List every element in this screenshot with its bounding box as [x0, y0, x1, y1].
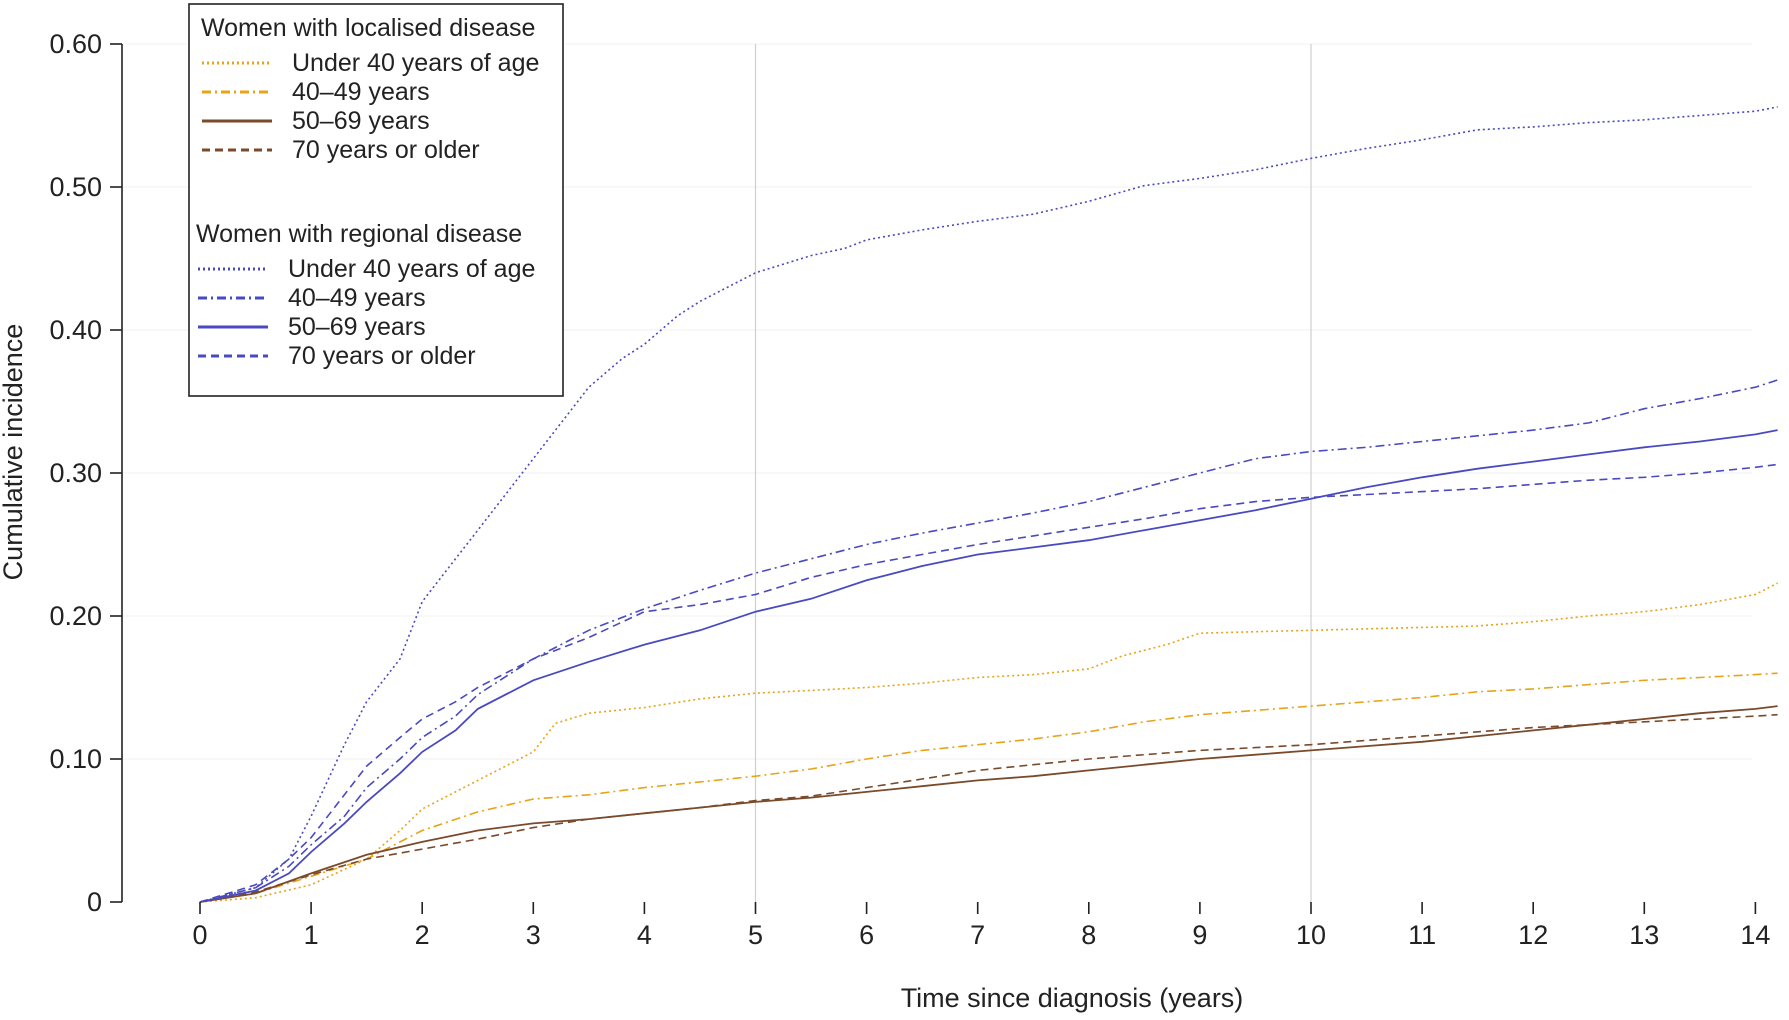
legend-box	[188, 3, 564, 397]
legend-entry-label: Under 40 years of age	[288, 255, 535, 283]
y-tick-label: 0.60	[49, 29, 102, 59]
x-tick-label: 4	[637, 920, 652, 950]
x-tick-label: 9	[1192, 920, 1207, 950]
series-line-1	[199, 672, 1778, 903]
legend-entry-label: 70 years or older	[292, 136, 480, 164]
legend-entry-label: 50–69 years	[292, 107, 430, 135]
y-tick-label: 0.10	[49, 744, 102, 774]
series-lines	[199, 106, 1778, 903]
x-tick-label: 7	[970, 920, 985, 950]
y-tick-label: 0.50	[49, 172, 102, 202]
y-tick-label: 0.40	[49, 315, 102, 345]
x-tick-label: 12	[1518, 920, 1548, 950]
x-axis-title: Time since diagnosis (years)	[901, 983, 1244, 1013]
y-tick-label: 0	[87, 887, 102, 917]
series-line-2	[199, 705, 1778, 903]
x-tick-label: 2	[415, 920, 430, 950]
series-line-6	[199, 429, 1778, 903]
x-tick-label: 10	[1296, 920, 1326, 950]
x-tick-label: 11	[1408, 920, 1436, 950]
x-tick-label: 6	[859, 920, 874, 950]
x-tick-label: 5	[748, 920, 763, 950]
y-tick-label: 0.20	[49, 601, 102, 631]
x-tick-label: 1	[304, 920, 319, 950]
series-line-7	[199, 463, 1778, 903]
legend-entry-label: 40–49 years	[288, 284, 426, 312]
x-tick-label: 13	[1629, 920, 1659, 950]
legend-group-title: Women with regional disease	[196, 220, 522, 248]
x-tick-label: 0	[192, 920, 207, 950]
legend-group-title: Women with localised disease	[201, 14, 535, 42]
series-line-3	[199, 713, 1778, 903]
series-line-5	[199, 379, 1778, 903]
axes: 00.100.200.300.400.500.600 1 2 3 4 5 6 7 8 9 10 11 1…	[49, 29, 1770, 950]
legend-entry-label: 50–69 years	[288, 313, 426, 341]
y-axis-title: Cumulative incidence	[0, 324, 28, 581]
series-line-4	[199, 106, 1778, 903]
legend-entry-label: 40–49 years	[292, 78, 430, 106]
x-tick-label: 3	[526, 920, 541, 950]
y-tick-label: 0.30	[49, 458, 102, 488]
legend-entry-label: 70 years or older	[288, 342, 476, 370]
legend-entry-label: Under 40 years of age	[292, 49, 539, 77]
x-tick-label: 8	[1081, 920, 1096, 950]
legend: Women with localised disease Under 40 yea…	[188, 3, 564, 397]
x-tick-label: 14	[1740, 920, 1770, 950]
